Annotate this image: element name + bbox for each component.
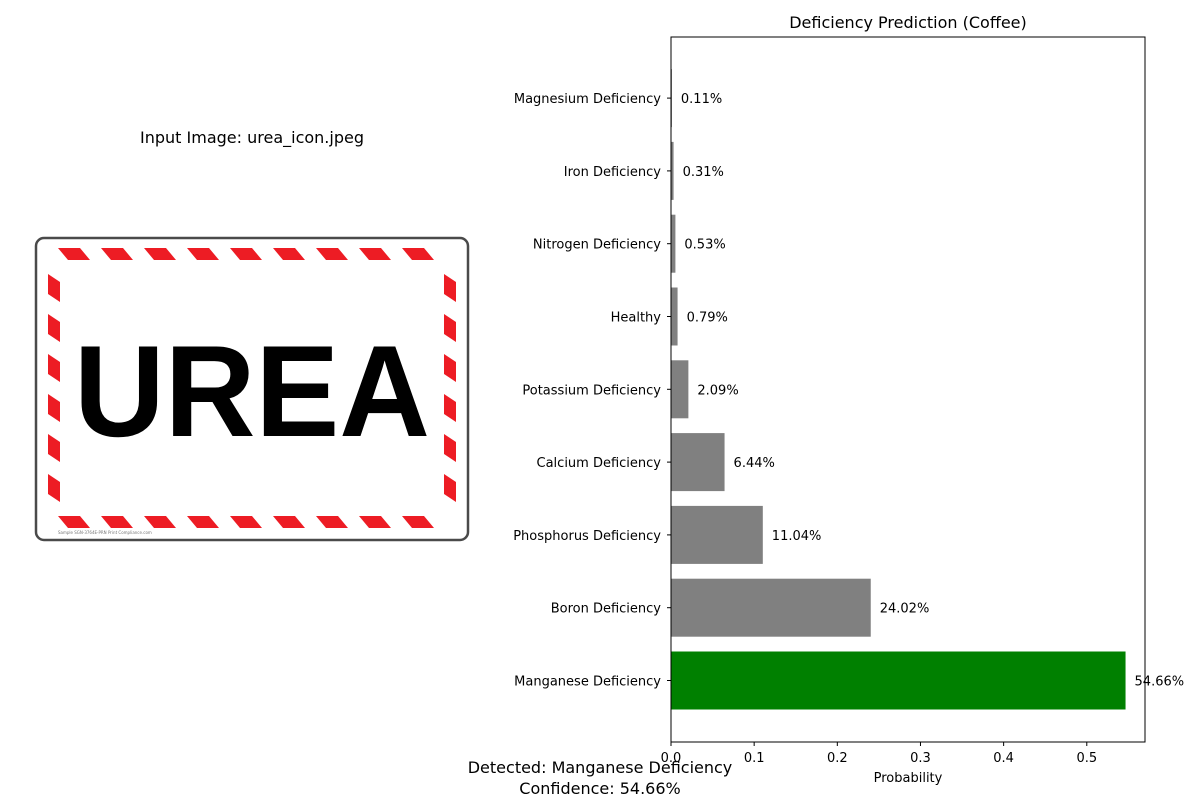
chart-title: Deficiency Prediction (Coffee): [789, 13, 1027, 32]
stripe-bottom: [316, 516, 348, 528]
stripe-left: [48, 474, 60, 502]
sign-inner-panel: [66, 264, 438, 514]
stripe-left: [48, 314, 60, 342]
stripe-top: [58, 248, 90, 260]
stripe-top: [144, 248, 176, 260]
bar-value-label: 0.53%: [684, 238, 725, 253]
bar-value-label: 0.11%: [681, 92, 722, 107]
stripe-left: [48, 434, 60, 462]
stripe-top: [273, 248, 305, 260]
stripe-top: [230, 248, 262, 260]
bar-value-label: 0.31%: [683, 165, 724, 180]
stripe-bottom: [402, 516, 434, 528]
x-tick-label: 0.5: [1076, 751, 1097, 766]
stripe-top: [316, 248, 348, 260]
stripe-right: [444, 474, 456, 502]
y-tick-label: Potassium Deficiency: [522, 383, 661, 398]
bar-value-label: 54.66%: [1135, 675, 1185, 690]
bar-iron-deficiency: [671, 141, 674, 200]
x-tick-label: 0.4: [993, 751, 1014, 766]
warning-stripe-border: [48, 248, 456, 528]
y-tick-label: Healthy: [611, 311, 662, 326]
stripe-top: [101, 248, 133, 260]
confidence-label: Confidence: 54.66%: [519, 779, 681, 798]
y-tick-label: Magnesium Deficiency: [514, 92, 661, 107]
bar-value-label: 11.04%: [772, 529, 822, 544]
bar-calcium-deficiency: [671, 433, 725, 492]
y-tick-label: Manganese Deficiency: [514, 675, 661, 690]
stripe-right: [444, 434, 456, 462]
stripe-right: [444, 394, 456, 422]
stripe-left: [48, 354, 60, 382]
urea-sign-image: UREA Sample SGN-3764E-PRN Print Complian…: [34, 236, 470, 542]
stripe-top: [187, 248, 219, 260]
sign-text-urea: UREA: [74, 318, 430, 464]
bar-phosphorus-deficiency: [671, 505, 763, 564]
stripe-left: [48, 274, 60, 302]
stripe-bottom: [359, 516, 391, 528]
bar-value-label: 24.02%: [880, 602, 930, 617]
x-tick-label: 0.2: [827, 751, 848, 766]
input-image-title: Input Image: urea_icon.jpeg: [140, 128, 364, 147]
bar-value-label: 6.44%: [734, 456, 775, 471]
y-tick-label: Boron Deficiency: [551, 602, 662, 617]
detected-label: Detected: Manganese Deficiency: [467, 758, 733, 777]
stripe-bottom: [101, 516, 133, 528]
bar-nitrogen-deficiency: [671, 214, 676, 273]
stripe-left: [48, 394, 60, 422]
y-tick-label: Calcium Deficiency: [537, 456, 662, 471]
y-tick-label: Iron Deficiency: [564, 165, 662, 180]
bar-value-label: 0.79%: [687, 311, 728, 326]
x-tick-label: 0.3: [910, 751, 931, 766]
x-tick-label: 0.1: [744, 751, 765, 766]
bar-value-label: 2.09%: [697, 383, 738, 398]
bar-manganese-deficiency: [671, 651, 1126, 710]
stripe-bottom: [273, 516, 305, 528]
stripe-right: [444, 354, 456, 382]
stripe-right: [444, 314, 456, 342]
y-tick-label: Nitrogen Deficiency: [533, 238, 661, 253]
sign-fine-print: Sample SGN-3764E-PRN Print Compliance.co…: [58, 530, 152, 535]
detection-summary: Detected: Manganese Deficiency Confidenc…: [400, 757, 800, 799]
x-axis-label: Probability: [874, 771, 943, 786]
stripe-bottom: [144, 516, 176, 528]
stripe-top: [402, 248, 434, 260]
x-tick-label: 0.0: [661, 751, 682, 766]
y-tick-label: Phosphorus Deficiency: [513, 529, 661, 544]
stripe-right: [444, 274, 456, 302]
stripe-bottom: [230, 516, 262, 528]
stripe-top: [359, 248, 391, 260]
bar-boron-deficiency: [671, 578, 871, 637]
stripe-bottom: [58, 516, 90, 528]
bar-potassium-deficiency: [671, 360, 689, 419]
bar-healthy: [671, 287, 678, 346]
stripe-bottom: [187, 516, 219, 528]
